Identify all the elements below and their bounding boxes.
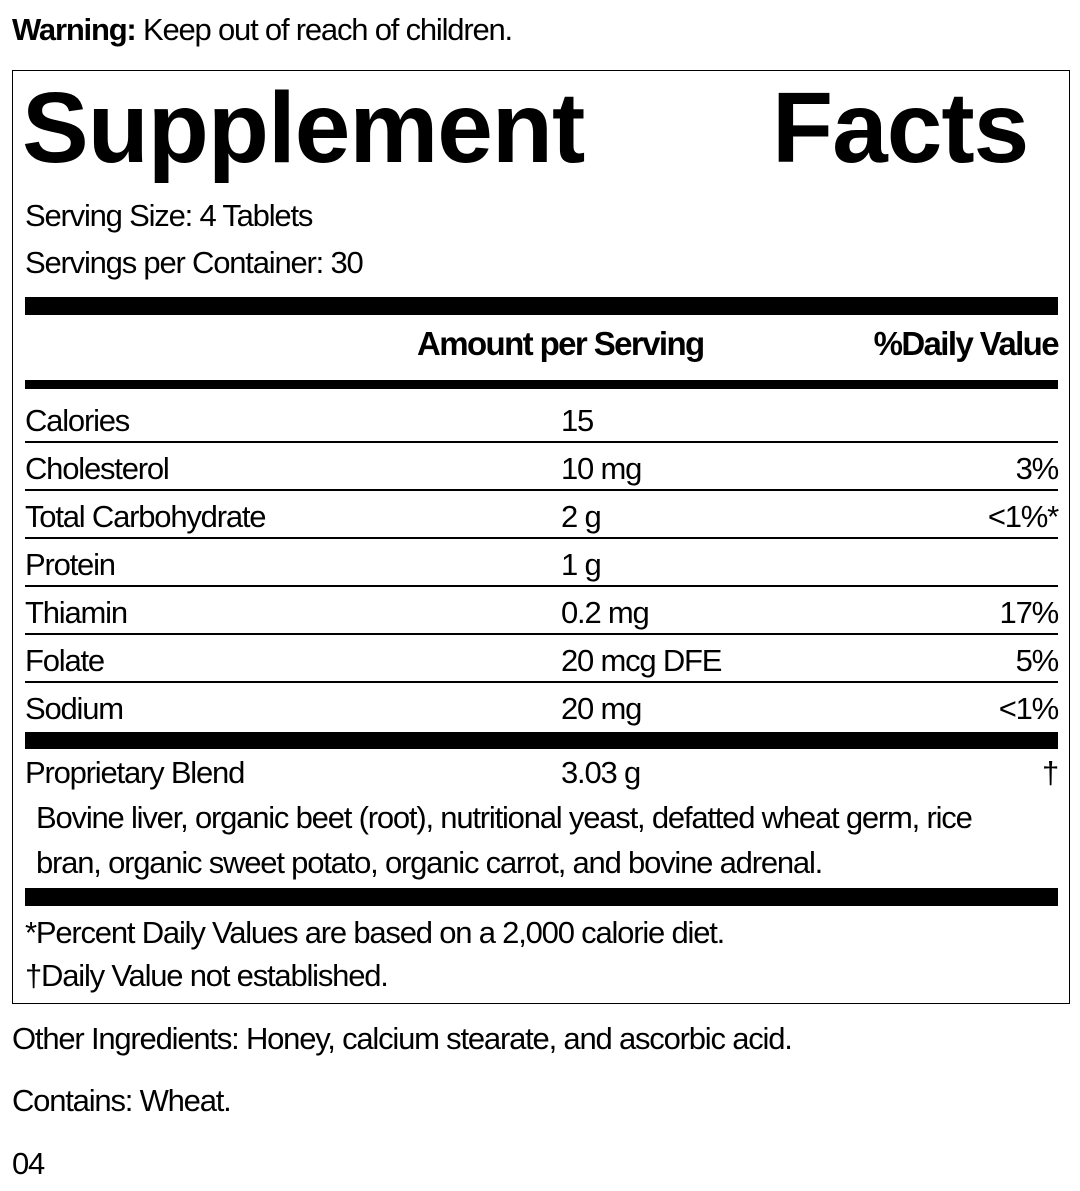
nutrient-daily-value: 3% xyxy=(1015,451,1060,486)
thick-divider xyxy=(25,888,1058,906)
nutrient-name: Sodium xyxy=(25,691,124,726)
nutrient-daily-value: <1% xyxy=(998,691,1060,726)
title-facts: Facts xyxy=(772,72,1029,184)
row-divider xyxy=(25,633,1058,635)
supplement-facts-panel xyxy=(12,70,1070,1004)
row-divider xyxy=(25,585,1058,587)
header-daily-value: %Daily Value xyxy=(873,325,1060,362)
contains: Contains: Wheat. xyxy=(12,1083,232,1118)
nutrient-amount: 1 g xyxy=(561,547,602,582)
nutrient-daily-value: 17% xyxy=(999,595,1060,630)
blend-name: Proprietary Blend xyxy=(25,755,245,790)
thick-divider xyxy=(25,380,1058,389)
thick-divider xyxy=(25,732,1058,749)
blend-ingredients-line2: bran, organic sweet potato, organic carr… xyxy=(36,845,823,880)
blend-ingredients-line1: Bovine liver, organic beet (root), nutri… xyxy=(36,800,973,835)
nutrient-daily-value: <1%* xyxy=(987,499,1059,534)
nutrient-amount: 15 xyxy=(561,403,594,438)
other-ingredients: Other Ingredients: Honey, calcium steara… xyxy=(12,1021,793,1056)
warning-text: Keep out of reach of children. xyxy=(142,12,513,47)
row-divider xyxy=(25,489,1058,491)
nutrient-name: Total Carbohydrate xyxy=(25,499,267,534)
servings-per-container: Servings per Container: 30 xyxy=(25,245,364,280)
footnote-percent: *Percent Daily Values are based on a 2,0… xyxy=(25,915,725,950)
row-divider xyxy=(25,681,1058,683)
nutrient-daily-value: 5% xyxy=(1015,643,1060,678)
warning-label: Warning: xyxy=(12,12,137,47)
header-amount: Amount per Serving xyxy=(417,325,705,362)
row-divider xyxy=(25,441,1058,443)
warning: Warning: Keep out of reach of children. xyxy=(12,12,513,47)
nutrient-name: Folate xyxy=(25,643,105,678)
row-divider xyxy=(25,537,1058,539)
blend-amount: 3.03 g xyxy=(561,755,641,790)
nutrient-amount: 20 mcg DFE xyxy=(561,643,722,678)
nutrient-amount: 20 mg xyxy=(561,691,642,726)
nutrient-amount: 0.2 mg xyxy=(561,595,650,630)
nutrient-amount: 10 mg xyxy=(561,451,642,486)
nutrient-amount: 2 g xyxy=(561,499,602,534)
title-supplement: Supplement xyxy=(22,72,585,184)
serving-size: Serving Size: 4 Tablets xyxy=(25,198,313,233)
nutrient-name: Calories xyxy=(25,403,130,438)
footnote-dagger: †Daily Value not established. xyxy=(25,958,389,993)
nutrient-name: Thiamin xyxy=(25,595,128,630)
nutrient-name: Cholesterol xyxy=(25,451,170,486)
nutrient-name: Protein xyxy=(25,547,116,582)
thick-divider xyxy=(25,297,1058,315)
product-code: 04 xyxy=(12,1146,45,1181)
blend-dv: † xyxy=(1041,755,1059,790)
